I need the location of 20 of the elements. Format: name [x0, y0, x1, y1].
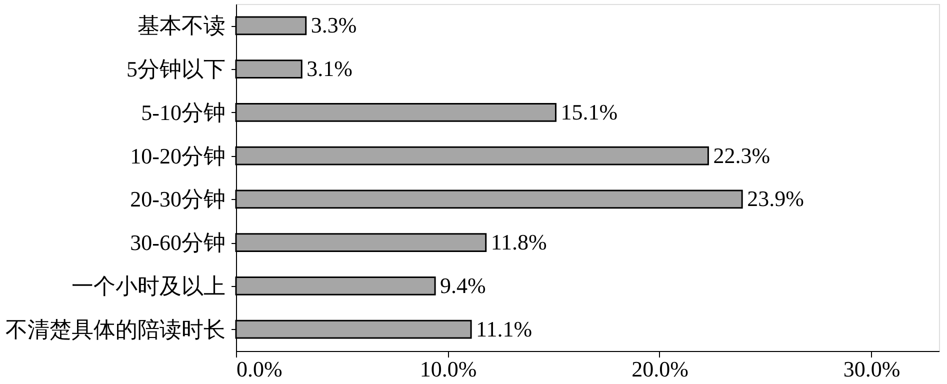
data-label: 15.1% — [560, 99, 618, 124]
data-label: 3.3% — [310, 12, 357, 38]
y-tick-label: 5分钟以下 — [126, 56, 226, 82]
x-tick-label: 10.0% — [420, 356, 477, 382]
data-label: 23.9% — [747, 186, 804, 212]
y-tick-label: 一个小时及以上 — [72, 273, 226, 298]
y-tick-label: 5-10分钟 — [141, 100, 226, 125]
data-label: 22.3% — [713, 142, 770, 168]
data-label: 11.8% — [490, 230, 547, 255]
data-label: 11.1% — [476, 316, 532, 342]
x-tick-label: 20.0% — [632, 356, 688, 382]
data-label: 3.1% — [306, 56, 352, 82]
x-tick-label: 0.0% — [236, 356, 282, 382]
x-tick-label: 30.0% — [843, 356, 900, 382]
y-tick-label: 10-20分钟 — [130, 143, 226, 168]
data-label: 9.4% — [440, 272, 486, 298]
y-tick-label: 基本不读 — [138, 13, 226, 38]
y-tick-label: 30-60分钟 — [130, 230, 226, 256]
y-tick-label: 20-30分钟 — [130, 186, 226, 212]
y-tick-label: 不清楚具体的陪读时长 — [6, 316, 226, 342]
